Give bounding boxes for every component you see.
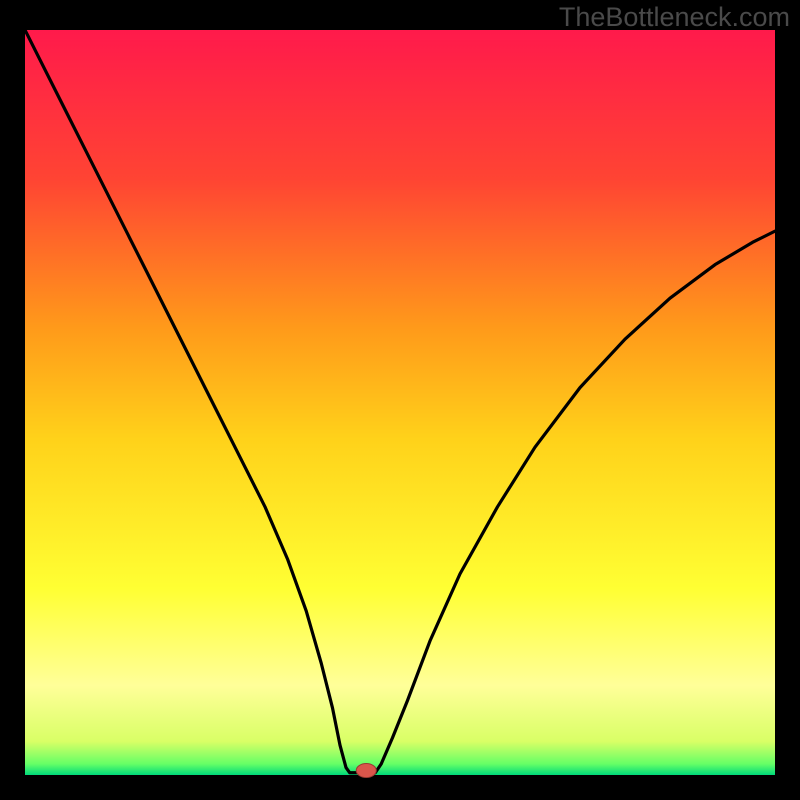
optimum-marker xyxy=(356,764,376,778)
chart-stage: TheBottleneck.com xyxy=(0,0,800,800)
bottleneck-chart xyxy=(0,0,800,800)
chart-background-gradient xyxy=(25,30,775,775)
